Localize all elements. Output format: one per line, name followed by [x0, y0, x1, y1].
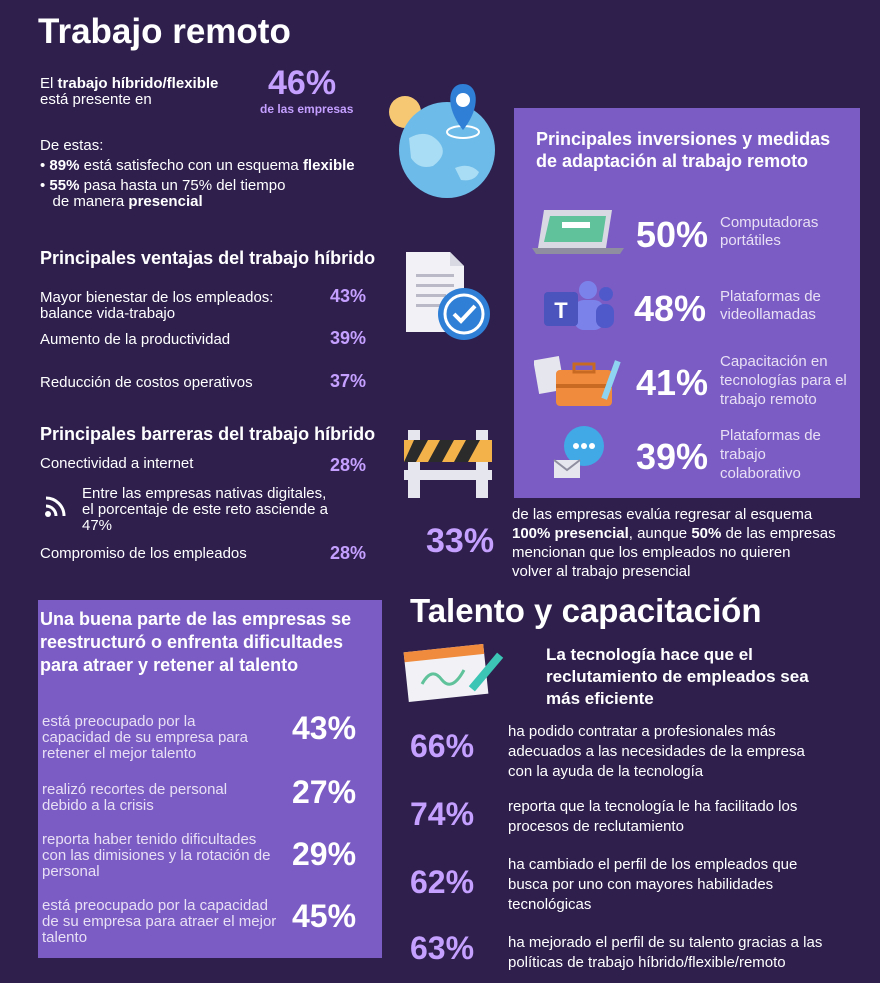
inversion-1-label: Computadoras portátiles	[720, 214, 819, 249]
talento-4-value: 45%	[292, 898, 357, 934]
capacitacion-1-label: ha podido contratar a profesionales más …	[508, 723, 805, 780]
ventaja-2-label: Aumento de la productividad	[40, 331, 231, 348]
svg-text:T: T	[554, 298, 568, 323]
inversion-3-value: 41%	[636, 362, 709, 403]
capacitacion-subheading: La tecnología hace que el reclutamiento …	[546, 645, 809, 708]
intro-stat: 46%	[268, 64, 337, 102]
capacitacion-1-value: 66%	[410, 728, 475, 764]
capacitacion-2-value: 74%	[410, 796, 475, 832]
ventaja-1-value: 43%	[330, 286, 367, 306]
inversion-4-label: Plataformas de trabajo colaborativo	[720, 427, 821, 482]
regreso-line1: de las empresas evalúa regresar al esque…	[512, 506, 813, 523]
chat-icon	[553, 426, 604, 478]
intro-stat-caption: de las empresas	[260, 102, 354, 116]
barrera-2-value: 28%	[330, 543, 367, 563]
talento-2-label: realizó recortes de personal debido a la…	[42, 781, 228, 814]
inversion-3-label: Capacitación en tecnologías para el trab…	[720, 353, 847, 408]
barrera-1-value: 28%	[330, 455, 367, 475]
inversion-2-value: 48%	[634, 288, 707, 329]
inversion-2-label: Plataformas de videollamadas	[720, 288, 821, 323]
capacitacion-2-label: reporta que la tecnología le ha facilita…	[508, 798, 798, 835]
whiteboard-pen-icon	[403, 644, 504, 703]
teams-icon: T	[544, 281, 614, 330]
ventaja-1-label: Mayor bienestar de los empleados: balanc…	[40, 289, 274, 322]
talento-3-label: reporta haber tenido dificultades con la…	[42, 831, 271, 880]
regreso-end: de las empresas	[721, 525, 836, 542]
regreso-line3: mencionan que los empleados no quieren	[512, 544, 791, 561]
bullet-1-bold: flexible	[302, 157, 355, 174]
talento-heading: Una buena parte de las empresas se reest…	[40, 609, 352, 675]
bullet-2-text: pasa hasta un 75% del tiempo	[79, 177, 286, 194]
document-check-icon	[406, 252, 490, 340]
barrera-1-label: Conectividad a internet	[40, 455, 194, 472]
talento-1-label: está preocupado por la capacidad de su e…	[42, 713, 248, 762]
barrera-note: Entre las empresas nativas digitales, el…	[82, 485, 328, 534]
ventaja-2-value: 39%	[330, 328, 367, 348]
talento-4-label: está preocupado por la capacidad de su e…	[42, 897, 277, 946]
regreso-stat: 33%	[426, 522, 495, 560]
toolbox-icon	[534, 356, 621, 406]
road-barrier-icon	[404, 430, 492, 498]
ventaja-3-label: Reducción de costos operativos	[40, 374, 253, 391]
bullet-2-pct: 55%	[49, 177, 80, 194]
regreso-line4: volver al trabajo presencial	[512, 563, 691, 580]
intro-pre: El	[40, 75, 58, 92]
bullet-1: • 89% está satisfecho con un esquema fle…	[40, 157, 355, 174]
talento-panel	[38, 600, 382, 958]
intro-line2: está presente en	[40, 91, 152, 108]
inversion-1-value: 50%	[636, 214, 709, 255]
capacitacion-4-value: 63%	[410, 930, 475, 966]
regreso-mid: , aunque	[628, 525, 692, 542]
bullet-2-bold: presencial	[128, 193, 203, 210]
bullet-2: • 55% pasa hasta un 75% del tiempo de ma…	[40, 177, 286, 210]
page-title: Trabajo remoto	[38, 12, 291, 51]
ventajas-heading: Principales ventajas del trabajo híbrido	[40, 248, 376, 268]
laptop-icon	[532, 210, 624, 254]
regreso-bold1: 100% presencial	[512, 525, 629, 542]
regreso-text: de las empresas evalúa regresar al esque…	[512, 505, 862, 581]
intro-text: El trabajo híbrido/flexible está present…	[40, 76, 280, 108]
estas-label: De estas:	[40, 137, 104, 154]
ventaja-3-value: 37%	[330, 371, 367, 391]
talento-2-value: 27%	[292, 774, 357, 810]
capacitacion-3-value: 62%	[410, 864, 475, 900]
inversiones-heading: Principales inversiones y medidas de ada…	[536, 129, 831, 171]
inversion-4-value: 39%	[636, 436, 709, 477]
capacitacion-4-label: ha mejorado el perfil de su talento grac…	[508, 934, 823, 971]
talento-1-value: 43%	[292, 710, 357, 746]
intro-bold: trabajo híbrido/flexible	[57, 75, 219, 92]
globe-location-icon	[389, 84, 495, 198]
capacitacion-title: Talento y capacitación	[410, 592, 762, 629]
bullet-1-pct: 89%	[49, 157, 80, 174]
capacitacion-3-label: ha cambiado el perfil de los empleados q…	[508, 856, 798, 913]
wifi-icon	[45, 496, 66, 517]
barrera-2-label: Compromiso de los empleados	[40, 545, 247, 562]
talento-3-value: 29%	[292, 836, 357, 872]
barreras-heading: Principales barreras del trabajo híbrido	[40, 424, 376, 444]
bullet-2-line2: de manera	[52, 193, 129, 210]
bullet-1-text: está satisfecho con un esquema	[79, 157, 303, 174]
regreso-bold2: 50%	[691, 525, 722, 542]
